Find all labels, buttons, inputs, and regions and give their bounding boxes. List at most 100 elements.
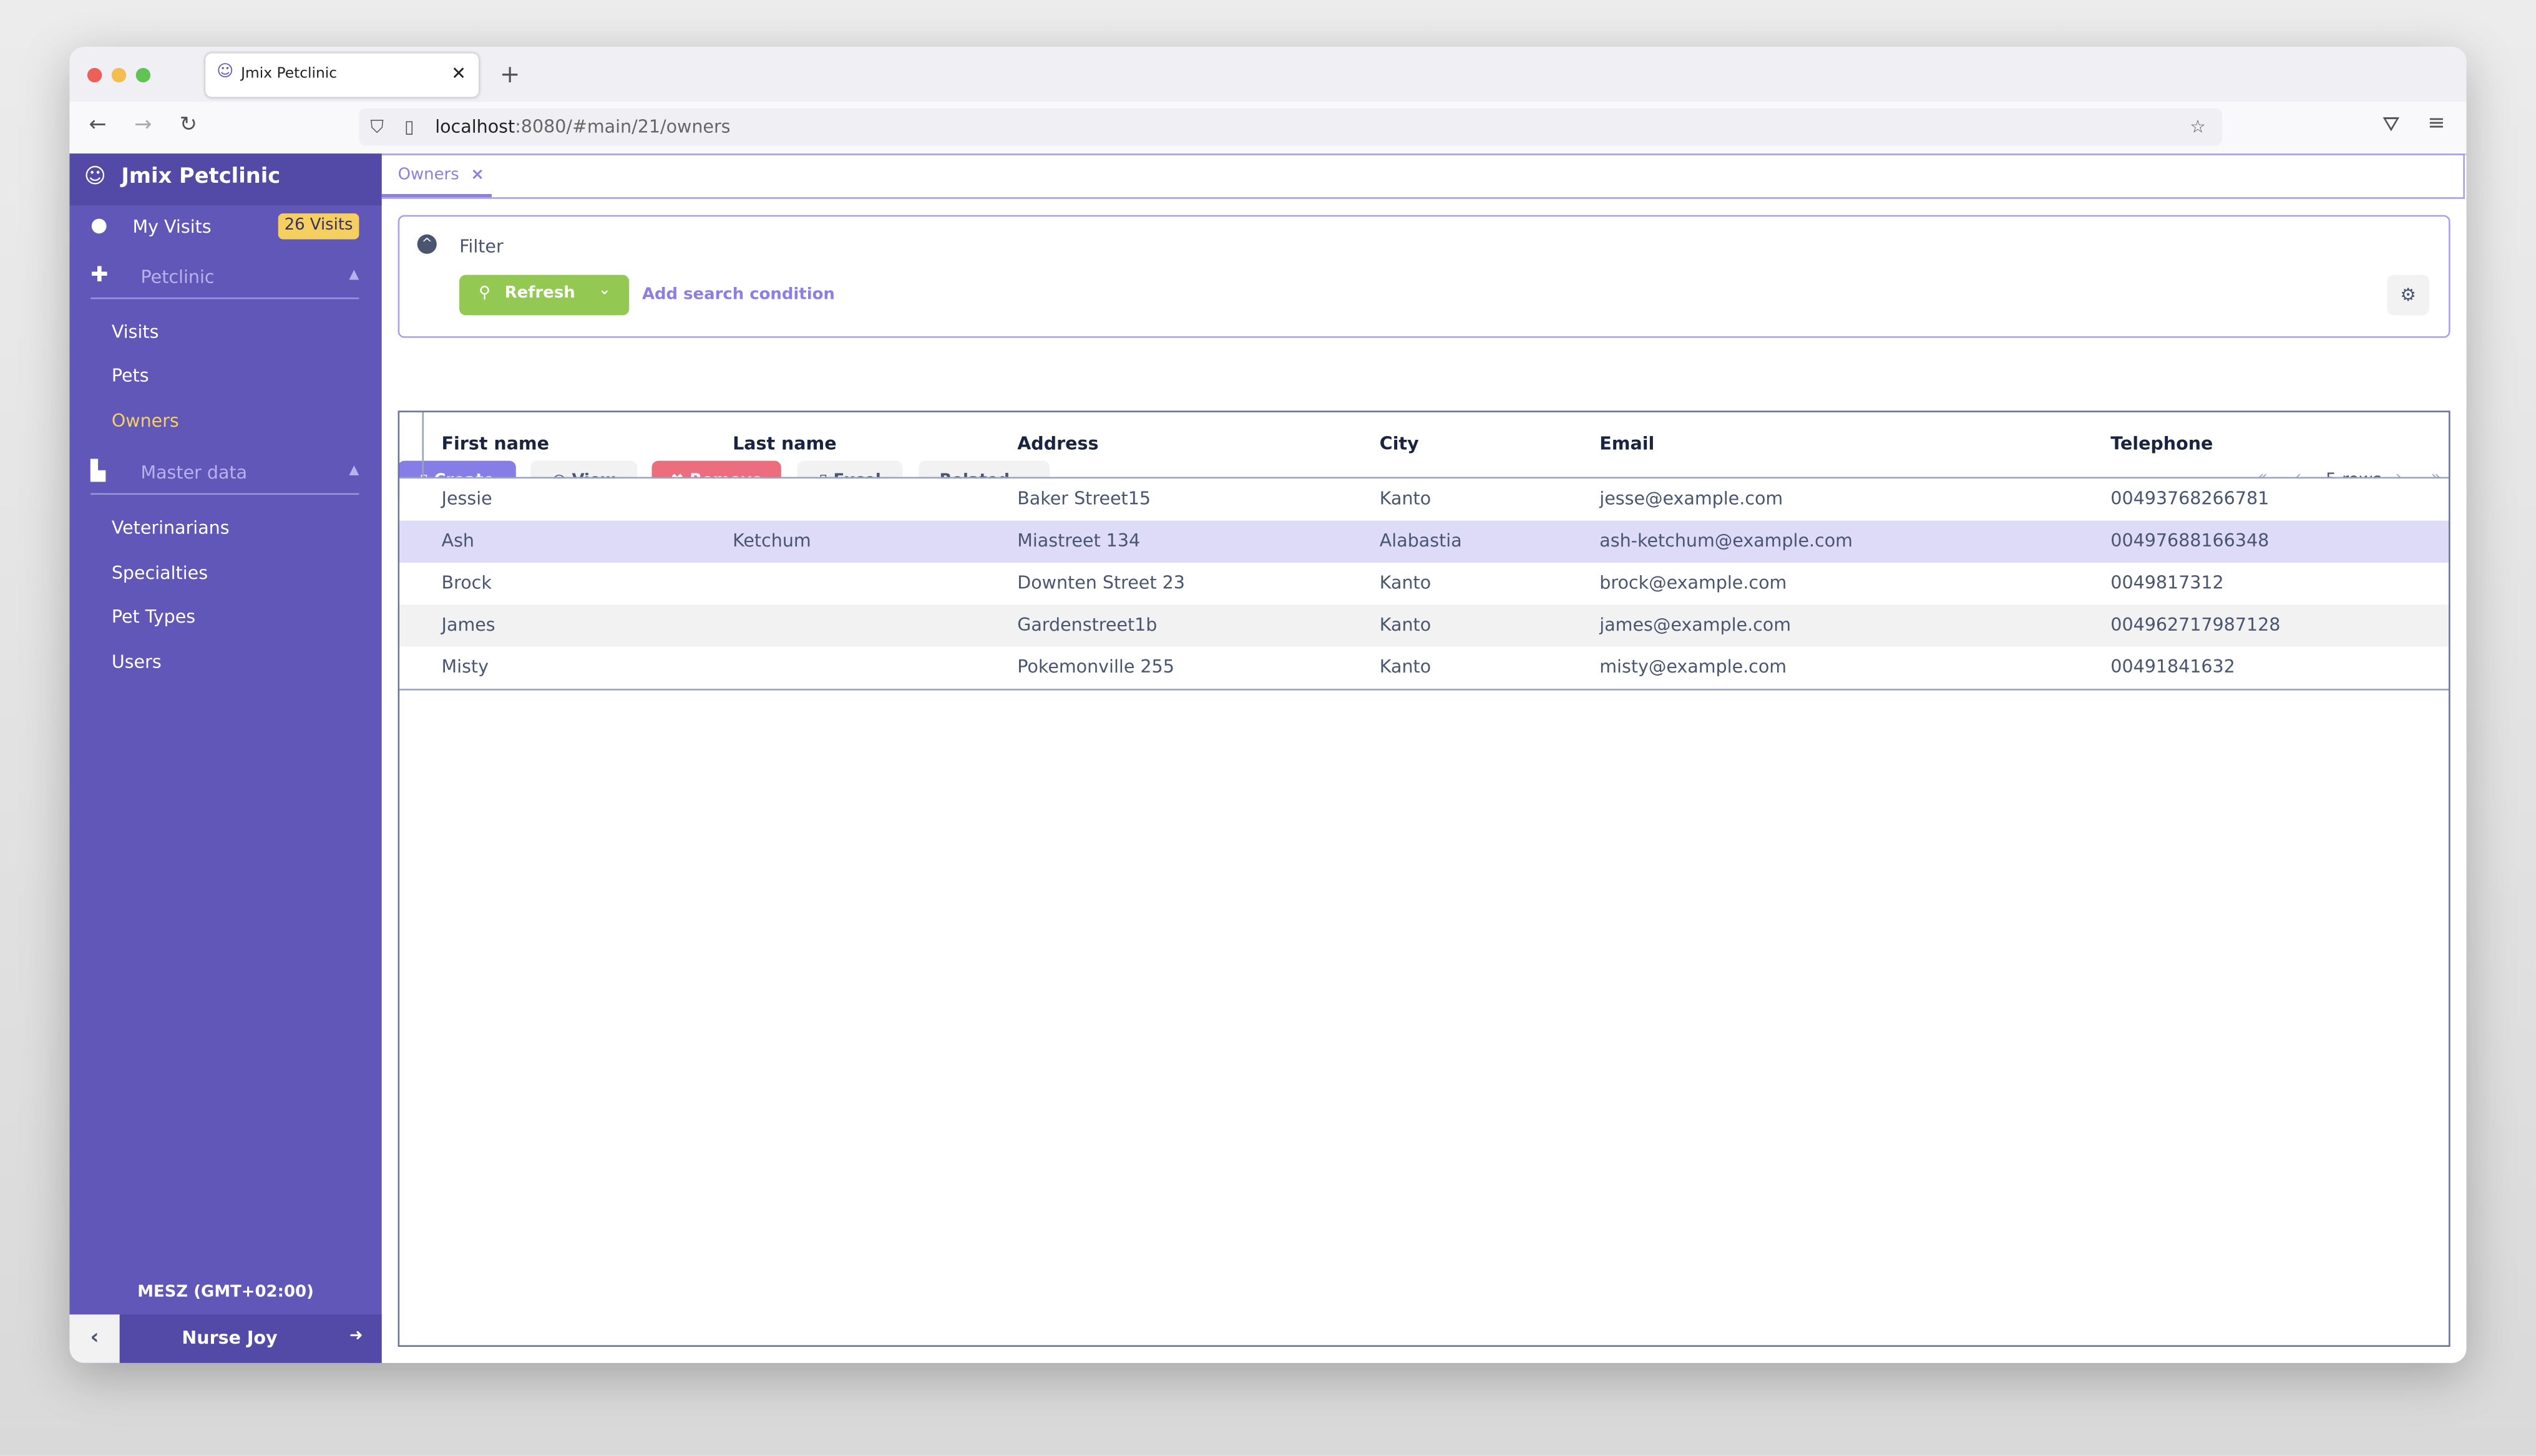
owners-table: Jessie Baker Street15 Kanto jesse@example.c… bbox=[397, 410, 2451, 1347]
table-cell: 00493768266781 bbox=[2110, 488, 2270, 510]
sidebar: ☺ Jmix Petclinic ● My Visits 26 Visits ✚… bbox=[69, 153, 382, 1363]
column-header[interactable]: Telephone bbox=[2110, 433, 2213, 455]
close-tab-icon[interactable]: × bbox=[471, 166, 484, 185]
column-header[interactable]: City bbox=[1379, 433, 1419, 455]
column-header[interactable]: Address bbox=[1017, 433, 1099, 455]
select-all-column[interactable] bbox=[399, 412, 424, 477]
column-header[interactable]: First name bbox=[441, 433, 549, 455]
filter-label: Filter bbox=[459, 236, 504, 258]
timezone-label: MESZ (GMT+02:00) bbox=[137, 1283, 314, 1302]
table-cell: 0049817312 bbox=[2110, 572, 2224, 594]
new-tab-button[interactable]: + bbox=[499, 59, 520, 89]
user-name: Nurse Joy bbox=[182, 1327, 278, 1349]
table-cell: James bbox=[441, 614, 495, 636]
sidebar-item-visits[interactable]: Visits bbox=[111, 321, 159, 343]
sidebar-item-pet-types[interactable]: Pet Types bbox=[111, 606, 196, 628]
tab-label: Owners bbox=[397, 166, 459, 185]
filter-settings-button[interactable]: ⚙ bbox=[2387, 274, 2429, 316]
caret-up-icon: ▲ bbox=[349, 462, 359, 477]
add-search-condition-link[interactable]: Add search condition bbox=[641, 286, 835, 304]
logout-icon[interactable]: ➜ bbox=[349, 1327, 363, 1346]
table-row[interactable]: Ash Ketchum Miastreet 134 Alabastia ash-ketc… bbox=[399, 520, 2449, 563]
section-label: Master data bbox=[140, 462, 248, 483]
menu-icon[interactable]: ≡ bbox=[2427, 111, 2446, 136]
column-header[interactable]: Email bbox=[1599, 433, 1655, 455]
visits-badge: 26 Visits bbox=[278, 213, 359, 240]
url-bar[interactable]: ⛉ ▯ localhost:8080/#main/21/owners ☆ bbox=[359, 108, 2223, 146]
tab-title: Jmix Petclinic bbox=[241, 66, 338, 83]
sidebar-header: ☺ Jmix Petclinic bbox=[69, 153, 382, 206]
section-master-data[interactable]: ▙ Master data ▲ bbox=[90, 457, 359, 495]
user-bar: Nurse Joy ➜ bbox=[119, 1314, 382, 1363]
minimize-window-button[interactable] bbox=[111, 67, 127, 83]
maximize-window-button[interactable] bbox=[135, 67, 151, 83]
tab-strip: Owners × bbox=[381, 153, 2465, 199]
section-label: Petclinic bbox=[140, 266, 215, 288]
url-path: :8080/#main/21/owners bbox=[515, 116, 731, 138]
app-logo-icon: ☺ bbox=[84, 165, 106, 190]
collapse-filter-icon[interactable]: ^ bbox=[417, 234, 437, 254]
tab-owners[interactable]: Owners × bbox=[381, 155, 492, 198]
url-host: localhost bbox=[435, 116, 515, 138]
table-cell: Kanto bbox=[1379, 488, 1431, 510]
user-circle-icon: ● bbox=[90, 213, 108, 236]
collapse-sidebar-button[interactable]: ‹ bbox=[69, 1314, 120, 1363]
shield-icon: ⛉ bbox=[370, 116, 384, 138]
table-cell: Downten Street 23 bbox=[1017, 572, 1185, 594]
table-cell: Brock bbox=[441, 572, 492, 594]
table-cell: Pokemonville 255 bbox=[1017, 656, 1174, 677]
back-icon[interactable]: ← bbox=[89, 113, 107, 138]
table-cell: Ash bbox=[441, 530, 475, 551]
table-row[interactable]: Misty Pokemonville 255 Kanto misty@example.… bbox=[399, 646, 2449, 689]
app-logo-icon: ☺ bbox=[217, 63, 234, 81]
close-window-button[interactable] bbox=[87, 67, 102, 83]
table-cell: Baker Street15 bbox=[1017, 488, 1151, 510]
sidebar-item-my-visits[interactable]: ● My Visits 26 Visits bbox=[69, 212, 381, 241]
table-cell: Miastreet 134 bbox=[1017, 530, 1141, 551]
refresh-button[interactable]: ⚲ Refresh ⌄ bbox=[459, 274, 630, 316]
table-row[interactable]: James Gardenstreet1b Kanto james@example.co… bbox=[399, 604, 2449, 647]
pocket-icon[interactable]: ⛛ bbox=[2382, 113, 2401, 138]
table-cell: misty@example.com bbox=[1599, 656, 1787, 677]
browser-tab[interactable]: ☺ Jmix Petclinic ✕ bbox=[205, 53, 479, 97]
caret-up-icon: ▲ bbox=[349, 266, 359, 281]
rows-bottom-divider bbox=[399, 689, 2449, 691]
table-cell: 00491841632 bbox=[2110, 656, 2235, 677]
header-divider bbox=[399, 477, 2449, 479]
main-content: Owners × ^ Filter ⚲ Refresh ⌄ Add search… bbox=[381, 153, 2467, 1363]
filter-panel: ^ Filter ⚲ Refresh ⌄ Add search conditio… bbox=[397, 215, 2451, 338]
forward-icon[interactable]: → bbox=[134, 113, 152, 138]
my-visits-label: My Visits bbox=[132, 216, 212, 238]
section-petclinic[interactable]: ✚ Petclinic ▲ bbox=[90, 262, 359, 299]
browser-tab-bar: ☺ Jmix Petclinic ✕ + bbox=[69, 47, 2467, 102]
table-cell: 00497688166348 bbox=[2110, 530, 2270, 551]
table-cell: Ketchum bbox=[733, 530, 811, 551]
table-cell: Kanto bbox=[1379, 572, 1431, 594]
bookmark-star-icon[interactable]: ☆ bbox=[2190, 116, 2206, 138]
sidebar-item-specialties[interactable]: Specialties bbox=[111, 562, 208, 584]
app-title: Jmix Petclinic bbox=[121, 165, 281, 190]
browser-nav-bar: ← → ↻ ⛉ ▯ localhost:8080/#main/21/owners… bbox=[69, 102, 2467, 155]
reload-icon[interactable]: ↻ bbox=[179, 113, 197, 138]
files-icon: ▙ bbox=[90, 459, 106, 482]
page-icon: ▯ bbox=[404, 116, 414, 138]
clinic-plus-icon: ✚ bbox=[90, 263, 109, 288]
close-tab-icon[interactable]: ✕ bbox=[451, 63, 467, 84]
sidebar-item-owners[interactable]: Owners bbox=[111, 410, 179, 432]
table-row[interactable]: Jessie Baker Street15 Kanto jesse@example.c… bbox=[399, 478, 2449, 521]
column-header[interactable]: Last name bbox=[733, 433, 837, 455]
search-icon: ⚲ bbox=[479, 284, 491, 303]
table-cell: james@example.com bbox=[1599, 614, 1792, 636]
table-cell: Kanto bbox=[1379, 614, 1431, 636]
table-row[interactable]: Brock Downten Street 23 Kanto brock@example… bbox=[399, 562, 2449, 605]
table-cell: Misty bbox=[441, 656, 489, 677]
table-cell: brock@example.com bbox=[1599, 572, 1787, 594]
table-cell: Alabastia bbox=[1379, 530, 1462, 551]
sidebar-item-pets[interactable]: Pets bbox=[111, 365, 149, 387]
chevron-down-icon[interactable]: ⌄ bbox=[598, 283, 611, 299]
table-cell: Gardenstreet1b bbox=[1017, 614, 1158, 636]
table-cell: ash-ketchum@example.com bbox=[1599, 530, 1853, 551]
table-cell: 004962717987128 bbox=[2110, 614, 2281, 636]
sidebar-item-users[interactable]: Users bbox=[111, 651, 162, 673]
sidebar-item-veterinarians[interactable]: Veterinarians bbox=[111, 517, 230, 539]
